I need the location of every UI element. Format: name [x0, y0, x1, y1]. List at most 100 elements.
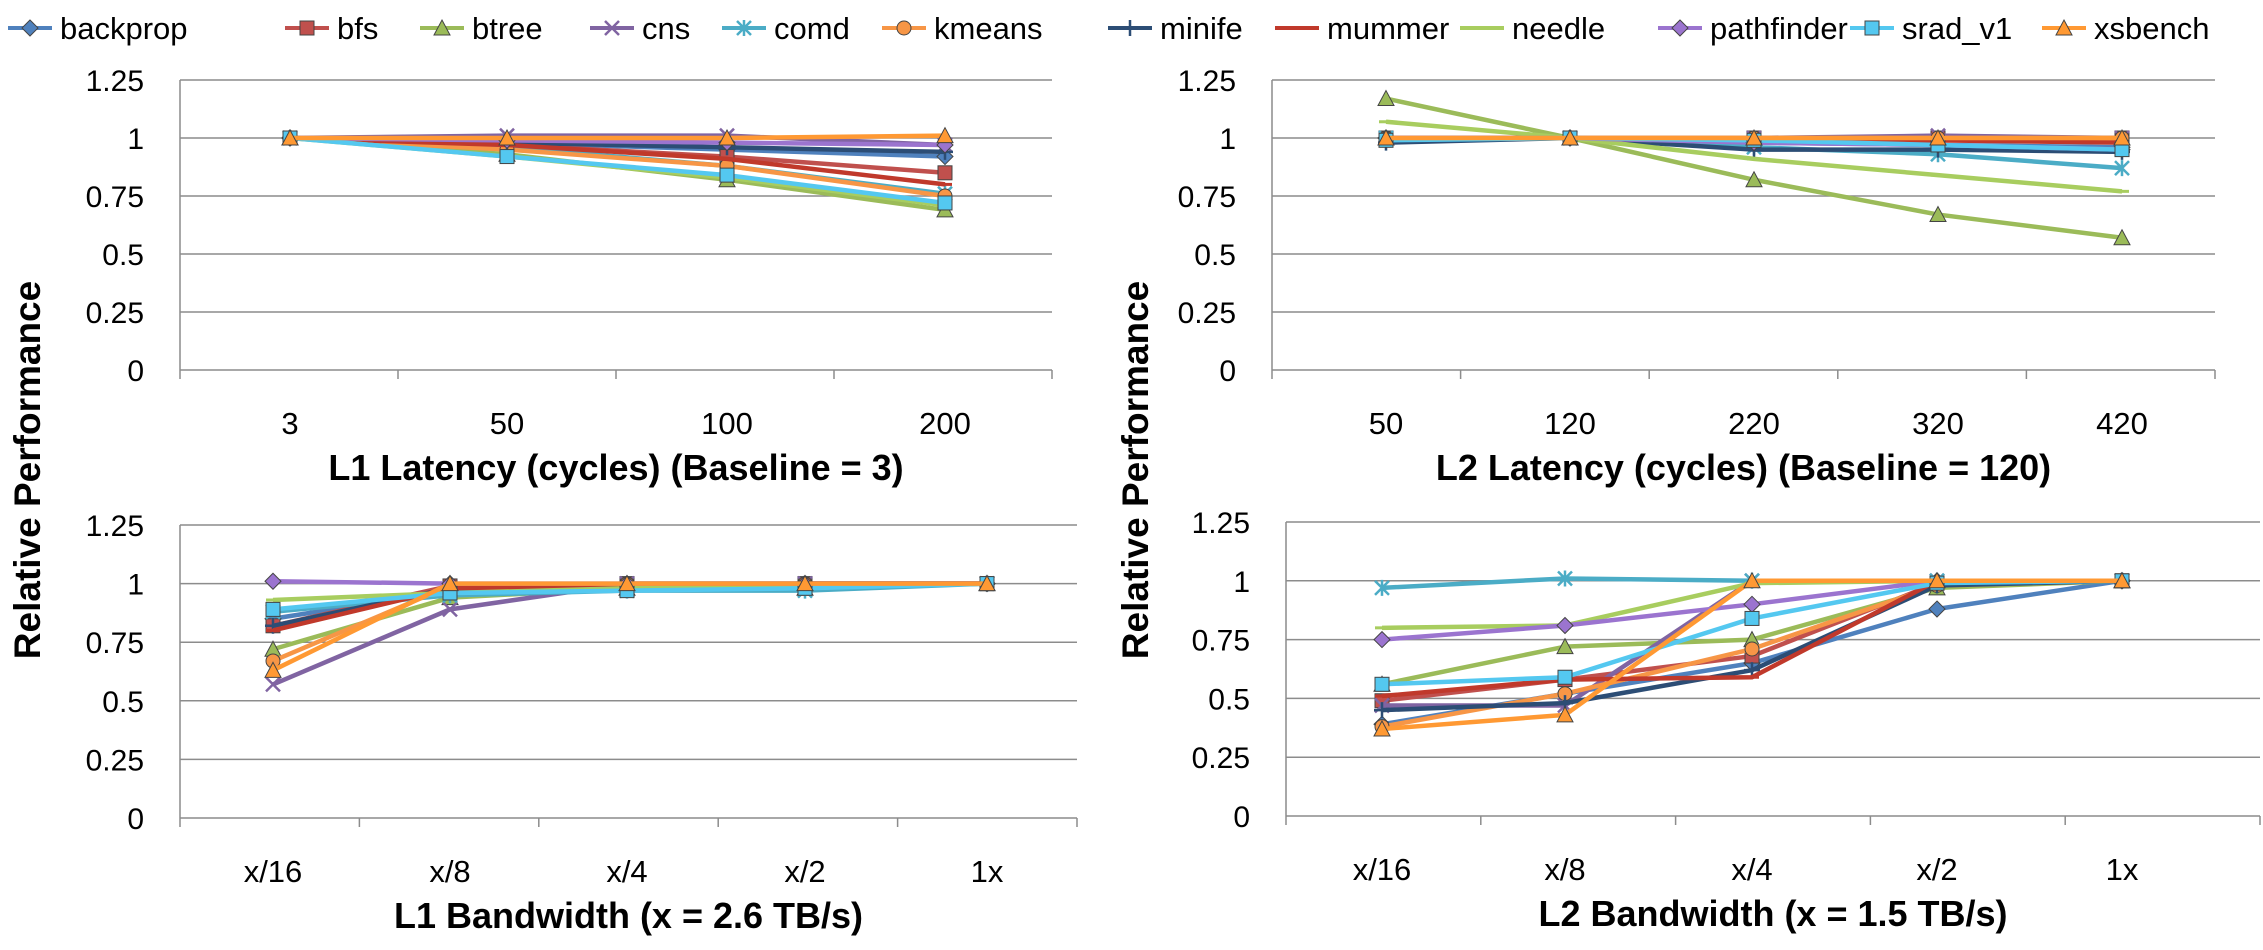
data-point [441, 574, 459, 592]
x-tick-label: 50 [490, 406, 524, 441]
x-axis-title: L2 Latency (cycles) (Baseline = 120) [1436, 447, 2051, 488]
data-point [1556, 616, 1574, 635]
x-tick-label: 50 [1369, 406, 1403, 441]
legend-label: kmeans [934, 11, 1043, 46]
legend-label: bfs [337, 11, 378, 46]
legend-swatch-marker [1122, 20, 1138, 36]
legend-swatch-marker [21, 19, 39, 37]
data-point [265, 601, 281, 617]
series-btree [1377, 89, 2131, 246]
y-tick-label: 1 [1233, 566, 1250, 599]
chart-panel-3: 0 0.25 0.5 0.75 1 1.25 x/16 x/8 x/4 x/2 1x L1 Bandw… [86, 510, 1078, 936]
series-line [289, 135, 946, 199]
y-tick-label: 0.75 [1192, 625, 1250, 658]
data-point [1929, 128, 1947, 146]
chart-panel-4: 0 0.25 0.5 0.75 1 1.25 x/16 x/8 x/4 x/2 1x L2 Bandw… [1192, 507, 2261, 934]
data-point [264, 572, 282, 590]
y-tick-label: 0 [1233, 801, 1250, 834]
data-point [2113, 228, 2131, 246]
x-tick-label: 1x [2106, 852, 2139, 887]
x-axis-title: L1 Bandwidth (x = 2.6 TB/s) [394, 895, 863, 936]
series-xsbench [1377, 128, 2131, 146]
x-tick-label: x/16 [1353, 852, 1412, 887]
legend-label: comd [774, 11, 850, 46]
y-tick-label: 0.5 [102, 686, 144, 719]
legend-swatch-marker [1864, 20, 1880, 36]
data-point [1557, 669, 1573, 685]
y-tick-label: 0.75 [1178, 181, 1236, 214]
data-point [1377, 89, 1395, 107]
data-point [265, 676, 281, 693]
x-tick-label: x/8 [429, 854, 470, 889]
x-tick-label: x/4 [1731, 852, 1772, 887]
x-tick-label: x/2 [784, 854, 825, 889]
y-tick-label: 1 [127, 123, 144, 156]
data-point [978, 574, 996, 592]
y-tick-label: 0 [127, 803, 144, 836]
x-tick-label: 320 [1912, 406, 1964, 441]
legend-label: minife [1160, 11, 1243, 46]
data-point [937, 195, 953, 211]
y-tick-label: 0.25 [86, 744, 144, 777]
data-point [1745, 170, 1763, 188]
data-point [936, 126, 954, 144]
data-point [1743, 571, 1761, 589]
data-point [2113, 571, 2131, 589]
x-tick-label: 200 [919, 406, 971, 441]
legend-swatch-marker [2055, 18, 2073, 36]
y-tick-label: 1.25 [1178, 65, 1236, 98]
data-point [618, 574, 636, 592]
x-tick-label: x/16 [244, 854, 303, 889]
legend-entry-kmeans: kmeans [882, 11, 1043, 46]
series-xsbench [264, 574, 996, 678]
x-tick-label: 1x [971, 854, 1004, 889]
data-point [937, 165, 953, 181]
legend-label: pathfinder [1710, 11, 1848, 46]
legend-swatch-marker [896, 20, 912, 36]
x-tick-label: x/4 [606, 854, 647, 889]
y-tick-label: 0.25 [86, 297, 144, 330]
y-tick-label: 0 [127, 355, 144, 388]
y-tick-label: 1 [1219, 123, 1236, 156]
legend-swatch-marker [736, 20, 752, 36]
legend-entry-pathfinder: pathfinder [1658, 11, 1848, 46]
data-point [1928, 600, 1946, 618]
data-point [1743, 595, 1761, 614]
x-tick-label: 220 [1728, 406, 1780, 441]
y-tick-label: 0.25 [1192, 742, 1250, 775]
data-point [498, 128, 516, 146]
legend-entry-mummer: mummer [1275, 11, 1449, 46]
data-point [1557, 570, 1573, 587]
legend-entry-comd: comd [722, 11, 850, 46]
chart-panel-2: 0 0.25 0.5 0.75 1 1.25 50 120 220 320 420 L2 Latenc… [1178, 65, 2216, 488]
chart-panel-1: 0 0.25 0.5 0.75 1 1.25 3 50 100 200 L1 Latency (cy… [86, 65, 1053, 488]
data-point [1561, 128, 1579, 146]
legend-entry-minife: minife [1108, 11, 1243, 46]
x-axis-title: L1 Latency (cycles) (Baseline = 3) [328, 447, 903, 488]
data-point [2114, 160, 2130, 177]
legend-label: xsbench [2094, 11, 2209, 46]
data-point [1373, 630, 1391, 649]
data-point [2113, 128, 2131, 146]
data-point [281, 128, 299, 146]
y-axis-title-left: Relative Performance [7, 281, 48, 659]
data-point [1374, 676, 1390, 692]
data-point [264, 661, 282, 678]
data-point [1374, 702, 1390, 719]
legend-label: btree [472, 11, 543, 46]
series-line [290, 133, 946, 141]
legend-swatch-marker [1671, 19, 1689, 37]
legend-entry-xsbench: xsbench [2042, 11, 2209, 46]
legend-entry-srad_v1: srad_v1 [1850, 11, 2012, 46]
legend-entry-btree: btree [420, 11, 543, 46]
data-point [1374, 579, 1390, 596]
y-tick-label: 0.5 [1194, 239, 1236, 272]
series-line [289, 135, 946, 187]
legend-entry-bfs: bfs [285, 11, 378, 46]
data-point [1928, 571, 1946, 589]
legend-label: backprop [60, 11, 188, 46]
data-point [1377, 128, 1395, 146]
data-point [1744, 641, 1760, 657]
